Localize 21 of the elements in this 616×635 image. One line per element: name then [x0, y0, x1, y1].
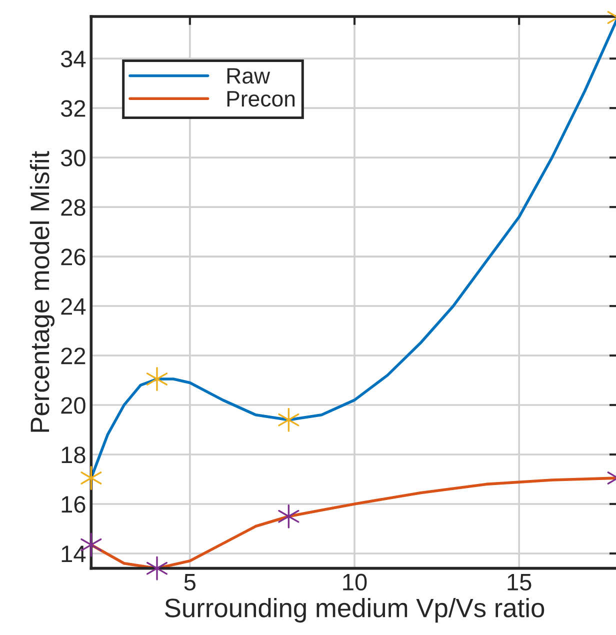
- y-tick-label: 34: [60, 50, 86, 68]
- x-tick-label: 15: [508, 574, 532, 591]
- y-tick-label: 30: [60, 150, 86, 166]
- point: [146, 556, 168, 580]
- x-axis-title: Surrounding medium Vp/Vs ratio: [165, 598, 544, 623]
- y-tick-label: 14: [62, 546, 86, 562]
- legend-label: Raw: [227, 68, 270, 84]
- legend-label: Precon: [227, 91, 295, 107]
- point: [146, 366, 168, 392]
- y-tick-label: 20: [61, 397, 86, 414]
- y-tick-label: 22: [61, 348, 86, 364]
- y-tick-label: 24: [61, 298, 86, 315]
- y-tick-label: 18: [62, 446, 86, 464]
- y-tick-label: 16: [62, 496, 86, 513]
- point: [80, 466, 102, 490]
- y-tick-label: 32: [60, 100, 86, 117]
- x-tick-label: 5: [184, 574, 196, 591]
- x-tick-label: 10: [343, 574, 367, 591]
- y-axis-title: Percentage model Misfit: [30, 151, 54, 432]
- y-tick-label: 26: [61, 248, 86, 266]
- y-tick-label: 28: [61, 199, 86, 216]
